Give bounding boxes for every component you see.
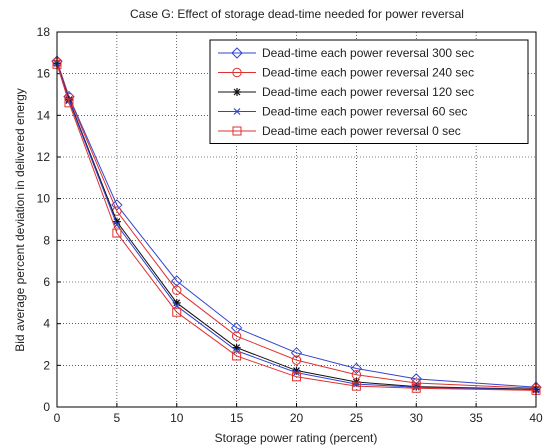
data-point [231, 331, 242, 341]
legend-item: Dead-time each power reversal 240 sec [218, 66, 474, 80]
legend-label: Dead-time each power reversal 240 sec [262, 66, 474, 80]
x-axis-label: Storage power rating (percent) [215, 431, 378, 445]
data-point [232, 351, 242, 361]
x-tick-label: 25 [350, 411, 364, 425]
y-tick-label: 2 [43, 358, 50, 372]
data-point [112, 217, 121, 226]
data-point [112, 228, 122, 238]
y-tick-label: 0 [43, 400, 50, 414]
y-tick-label: 6 [43, 275, 50, 289]
y-axis-label: Bid average percent deviation in deliver… [13, 88, 27, 352]
y-tick-label: 12 [37, 150, 51, 164]
x-tick-label: 15 [230, 411, 244, 425]
legend-label: Dead-time each power reversal 300 sec [262, 46, 474, 60]
x-tick-label: 10 [170, 411, 184, 425]
legend-item: Dead-time each power reversal 120 sec [218, 85, 474, 99]
legend-item: Dead-time each power reversal 0 sec [218, 124, 461, 138]
legend-item: Dead-time each power reversal 300 sec [218, 46, 474, 60]
series-line [56, 61, 537, 388]
data-point [64, 98, 74, 108]
legend-marker [233, 88, 241, 96]
x-tick-label: 35 [469, 411, 483, 425]
y-tick-label: 4 [43, 317, 50, 331]
plot-area [56, 31, 537, 408]
legend-label: Dead-time each power reversal 60 sec [262, 105, 467, 119]
data-point [292, 366, 301, 375]
data-point [291, 355, 302, 365]
legend-box [209, 39, 529, 144]
y-tick-label: 10 [37, 192, 51, 206]
legend-marker [232, 67, 242, 78]
data-point [232, 343, 241, 352]
data-point [290, 347, 303, 359]
series-line [56, 62, 537, 389]
y-tick-label: 8 [43, 233, 50, 247]
data-point [233, 347, 241, 355]
legend-label: Dead-time each power reversal 0 sec [262, 124, 461, 138]
legend-item: Dead-time each power reversal 60 sec [218, 105, 467, 119]
legend-marker [233, 108, 241, 115]
x-tick-label: 40 [529, 411, 543, 425]
tick-labels: 0 5 10 15 20 25 30 35 40 0 2 4 6 8 10 12 14 16 18 [37, 25, 543, 425]
legend-marker [232, 126, 242, 136]
x-tick-label: 0 [54, 411, 61, 425]
y-tick-label: 18 [37, 25, 51, 39]
data-point [351, 381, 361, 391]
data-point [172, 298, 181, 307]
x-tick-label: 5 [114, 411, 121, 425]
data-point [411, 383, 421, 393]
series-line [56, 64, 537, 391]
legend-label: Dead-time each power reversal 120 sec [262, 85, 474, 99]
data-point [172, 285, 182, 296]
legend-marker [231, 47, 243, 59]
x-tick-label: 20 [290, 411, 304, 425]
data-point [412, 383, 420, 391]
data-point [172, 307, 182, 317]
data-point [350, 362, 363, 375]
chart-title: Case G: Effect of storage dead-time need… [130, 7, 464, 21]
series-group [51, 55, 542, 395]
legend: Dead-time each power reversal 300 sec Dea… [209, 39, 529, 144]
data-point [230, 322, 243, 334]
y-tick-label: 16 [37, 67, 51, 81]
y-tick-label: 14 [37, 108, 51, 122]
x-tick-label: 30 [410, 411, 424, 425]
data-point [292, 372, 301, 382]
